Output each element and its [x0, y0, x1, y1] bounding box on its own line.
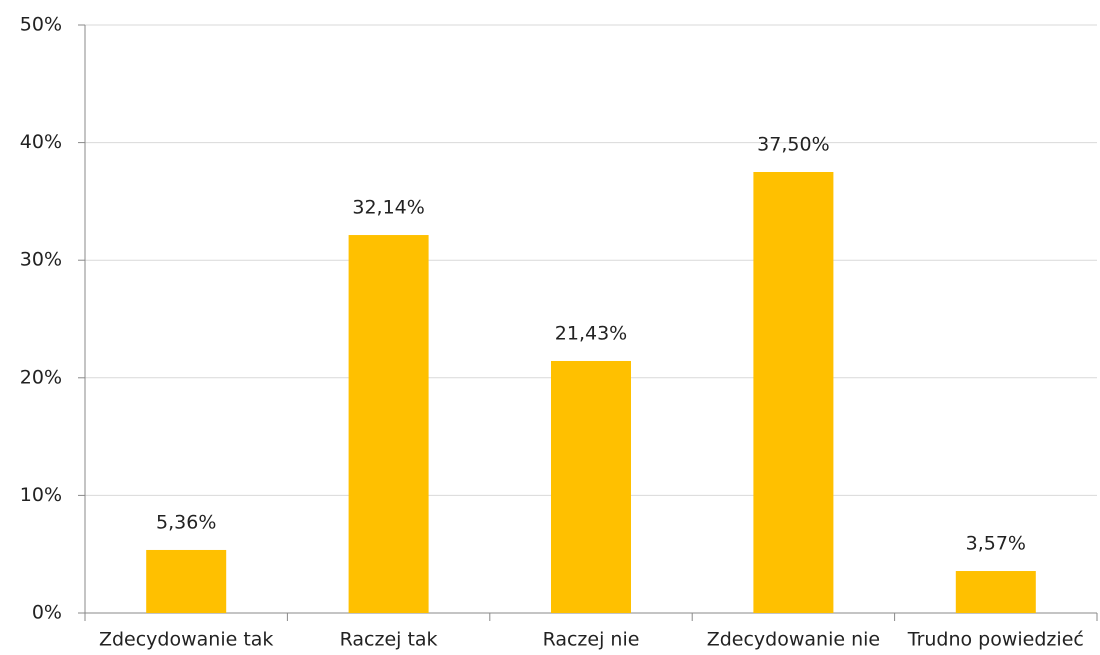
y-tick-label: 50% [20, 14, 62, 36]
data-label: 32,14% [352, 197, 424, 219]
y-tick-label: 20% [20, 366, 62, 388]
data-label: 3,57% [966, 533, 1026, 555]
bar [348, 235, 429, 613]
bar [551, 360, 631, 613]
x-tick-label: Raczej nie [543, 629, 640, 651]
bar [753, 172, 834, 613]
data-label: 21,43% [555, 322, 627, 344]
x-tick-label: Trudno powiedzieć [907, 629, 1084, 651]
bar [146, 549, 227, 613]
y-tick-label: 10% [20, 484, 62, 506]
y-tick-label: 0% [32, 602, 62, 624]
bar [955, 571, 1036, 613]
x-tick-label: Zdecydowanie nie [707, 629, 880, 651]
y-tick-label: 30% [20, 249, 62, 271]
y-tick-label: 40% [20, 131, 62, 153]
data-label: 5,36% [156, 511, 216, 533]
x-tick-label: Zdecydowanie tak [99, 629, 273, 651]
x-tick-label: Raczej tak [340, 629, 438, 651]
data-label: 37,50% [757, 134, 829, 156]
